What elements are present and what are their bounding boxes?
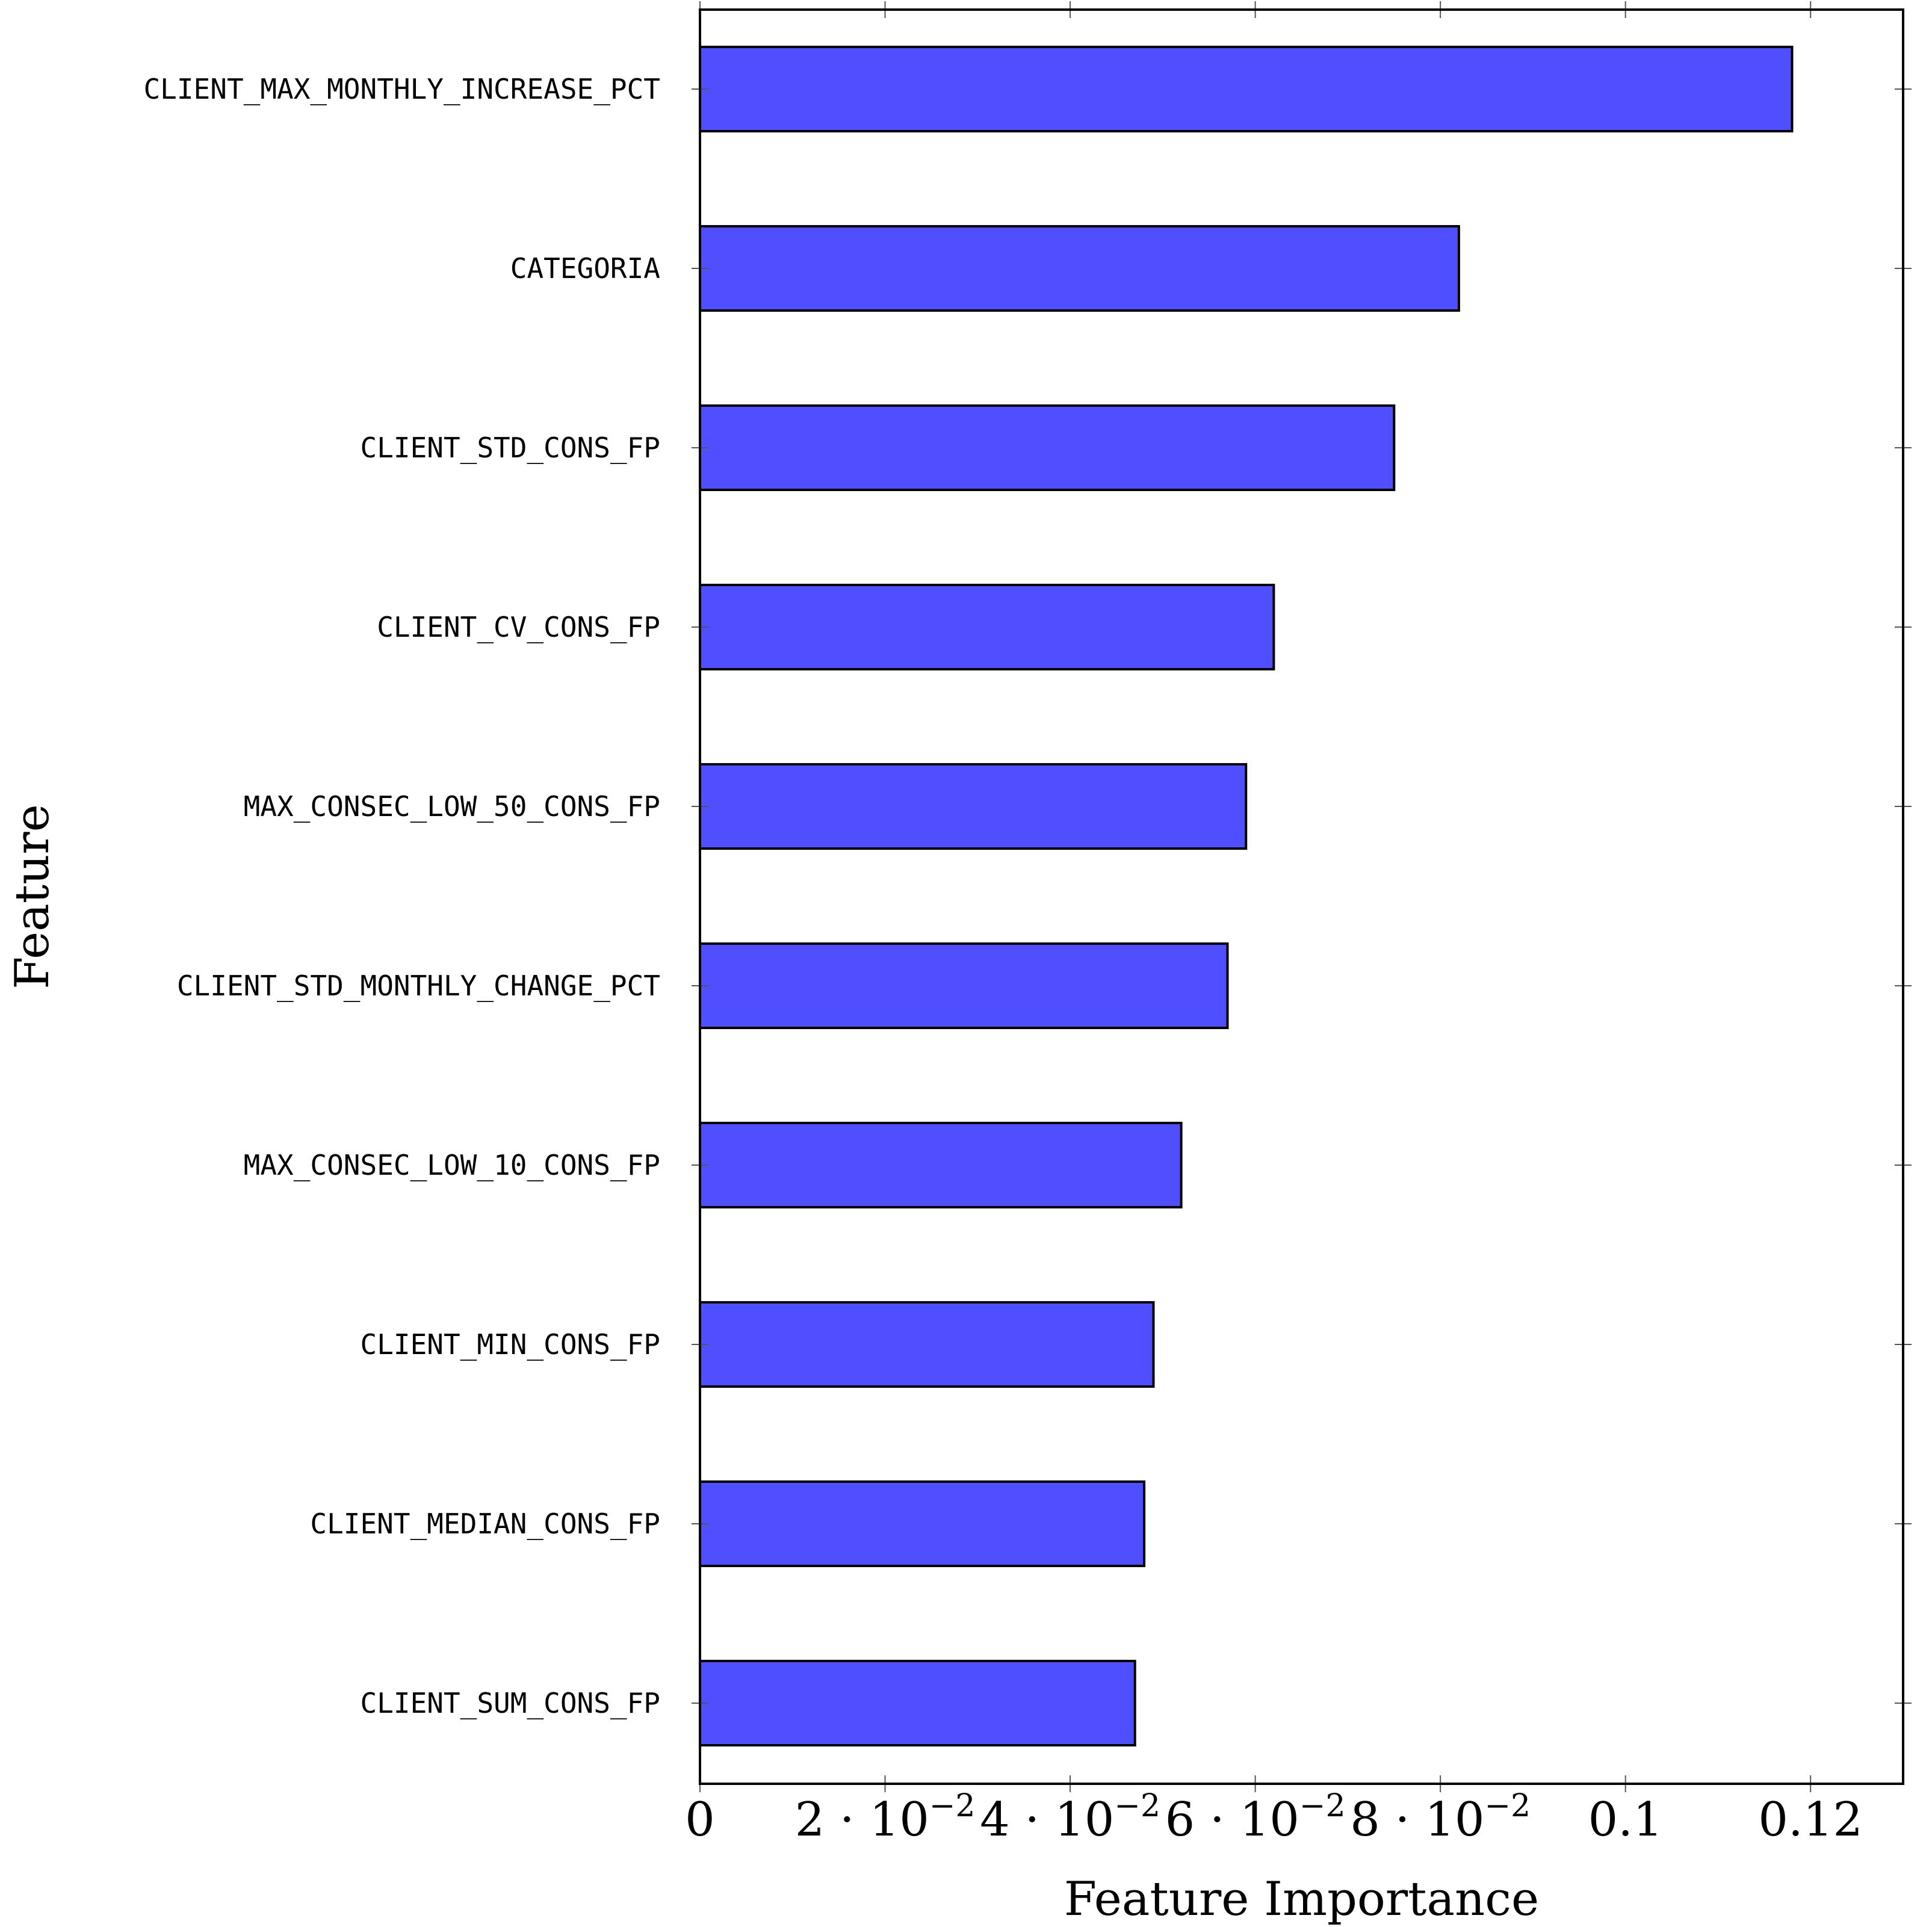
y-tick-label: MAX_CONSEC_LOW_10_CONS_FP — [244, 1149, 660, 1181]
bar-group — [699, 46, 1794, 1746]
x-tick-label: 6 · 10−2 — [1165, 1788, 1346, 1847]
bar — [699, 404, 1396, 491]
bar — [699, 584, 1275, 670]
plot-frame — [699, 8, 1904, 1785]
bar — [699, 225, 1460, 312]
y-tick-label: CLIENT_MIN_CONS_FP — [361, 1328, 661, 1361]
y-tick-label: CLIENT_SUM_CONS_FP — [361, 1687, 661, 1719]
y-tick-label: CLIENT_MAX_MONTHLY_INCREASE_PCT — [143, 73, 660, 105]
y-tick-label: CATEGORIA — [510, 252, 660, 285]
bar — [699, 763, 1248, 850]
bar — [699, 942, 1229, 1029]
y-tick-label: CLIENT_MEDIAN_CONS_FP — [310, 1508, 660, 1540]
bar — [699, 1301, 1155, 1388]
bar — [699, 1480, 1146, 1567]
bar — [699, 1122, 1183, 1208]
y-tick-marks — [692, 88, 1912, 1704]
x-tick-label: 8 · 10−2 — [1350, 1788, 1531, 1847]
y-tick-label: CLIENT_STD_CONS_FP — [361, 431, 661, 464]
x-tick-label: 2 · 10−2 — [795, 1788, 976, 1847]
y-tick-label: CLIENT_CV_CONS_FP — [377, 611, 660, 643]
x-tick-labels: 0 2 · 10−2 4 · 10−2 6 · 10−2 8 · 10−2 0.1 0.12 — [685, 1788, 1863, 1847]
y-tick-label: MAX_CONSEC_LOW_50_CONS_FP — [244, 790, 660, 823]
x-tick-label: 4 · 10−2 — [980, 1788, 1160, 1847]
x-tick-label: 0.12 — [1758, 1793, 1863, 1847]
y-tick-label: CLIENT_STD_MONTHLY_CHANGE_PCT — [177, 970, 660, 1002]
y-tick-labels: CLIENT_MAX_MONTHLY_INCREASE_PCT CATEGORIA… — [143, 73, 660, 1719]
bar — [699, 46, 1794, 132]
x-tick-label: 0 — [685, 1793, 715, 1847]
x-axis-title: Feature Importance — [1064, 1872, 1539, 1926]
y-axis-title: Feature — [5, 804, 60, 989]
bar — [699, 1660, 1136, 1746]
x-tick-label: 0.1 — [1588, 1793, 1663, 1847]
